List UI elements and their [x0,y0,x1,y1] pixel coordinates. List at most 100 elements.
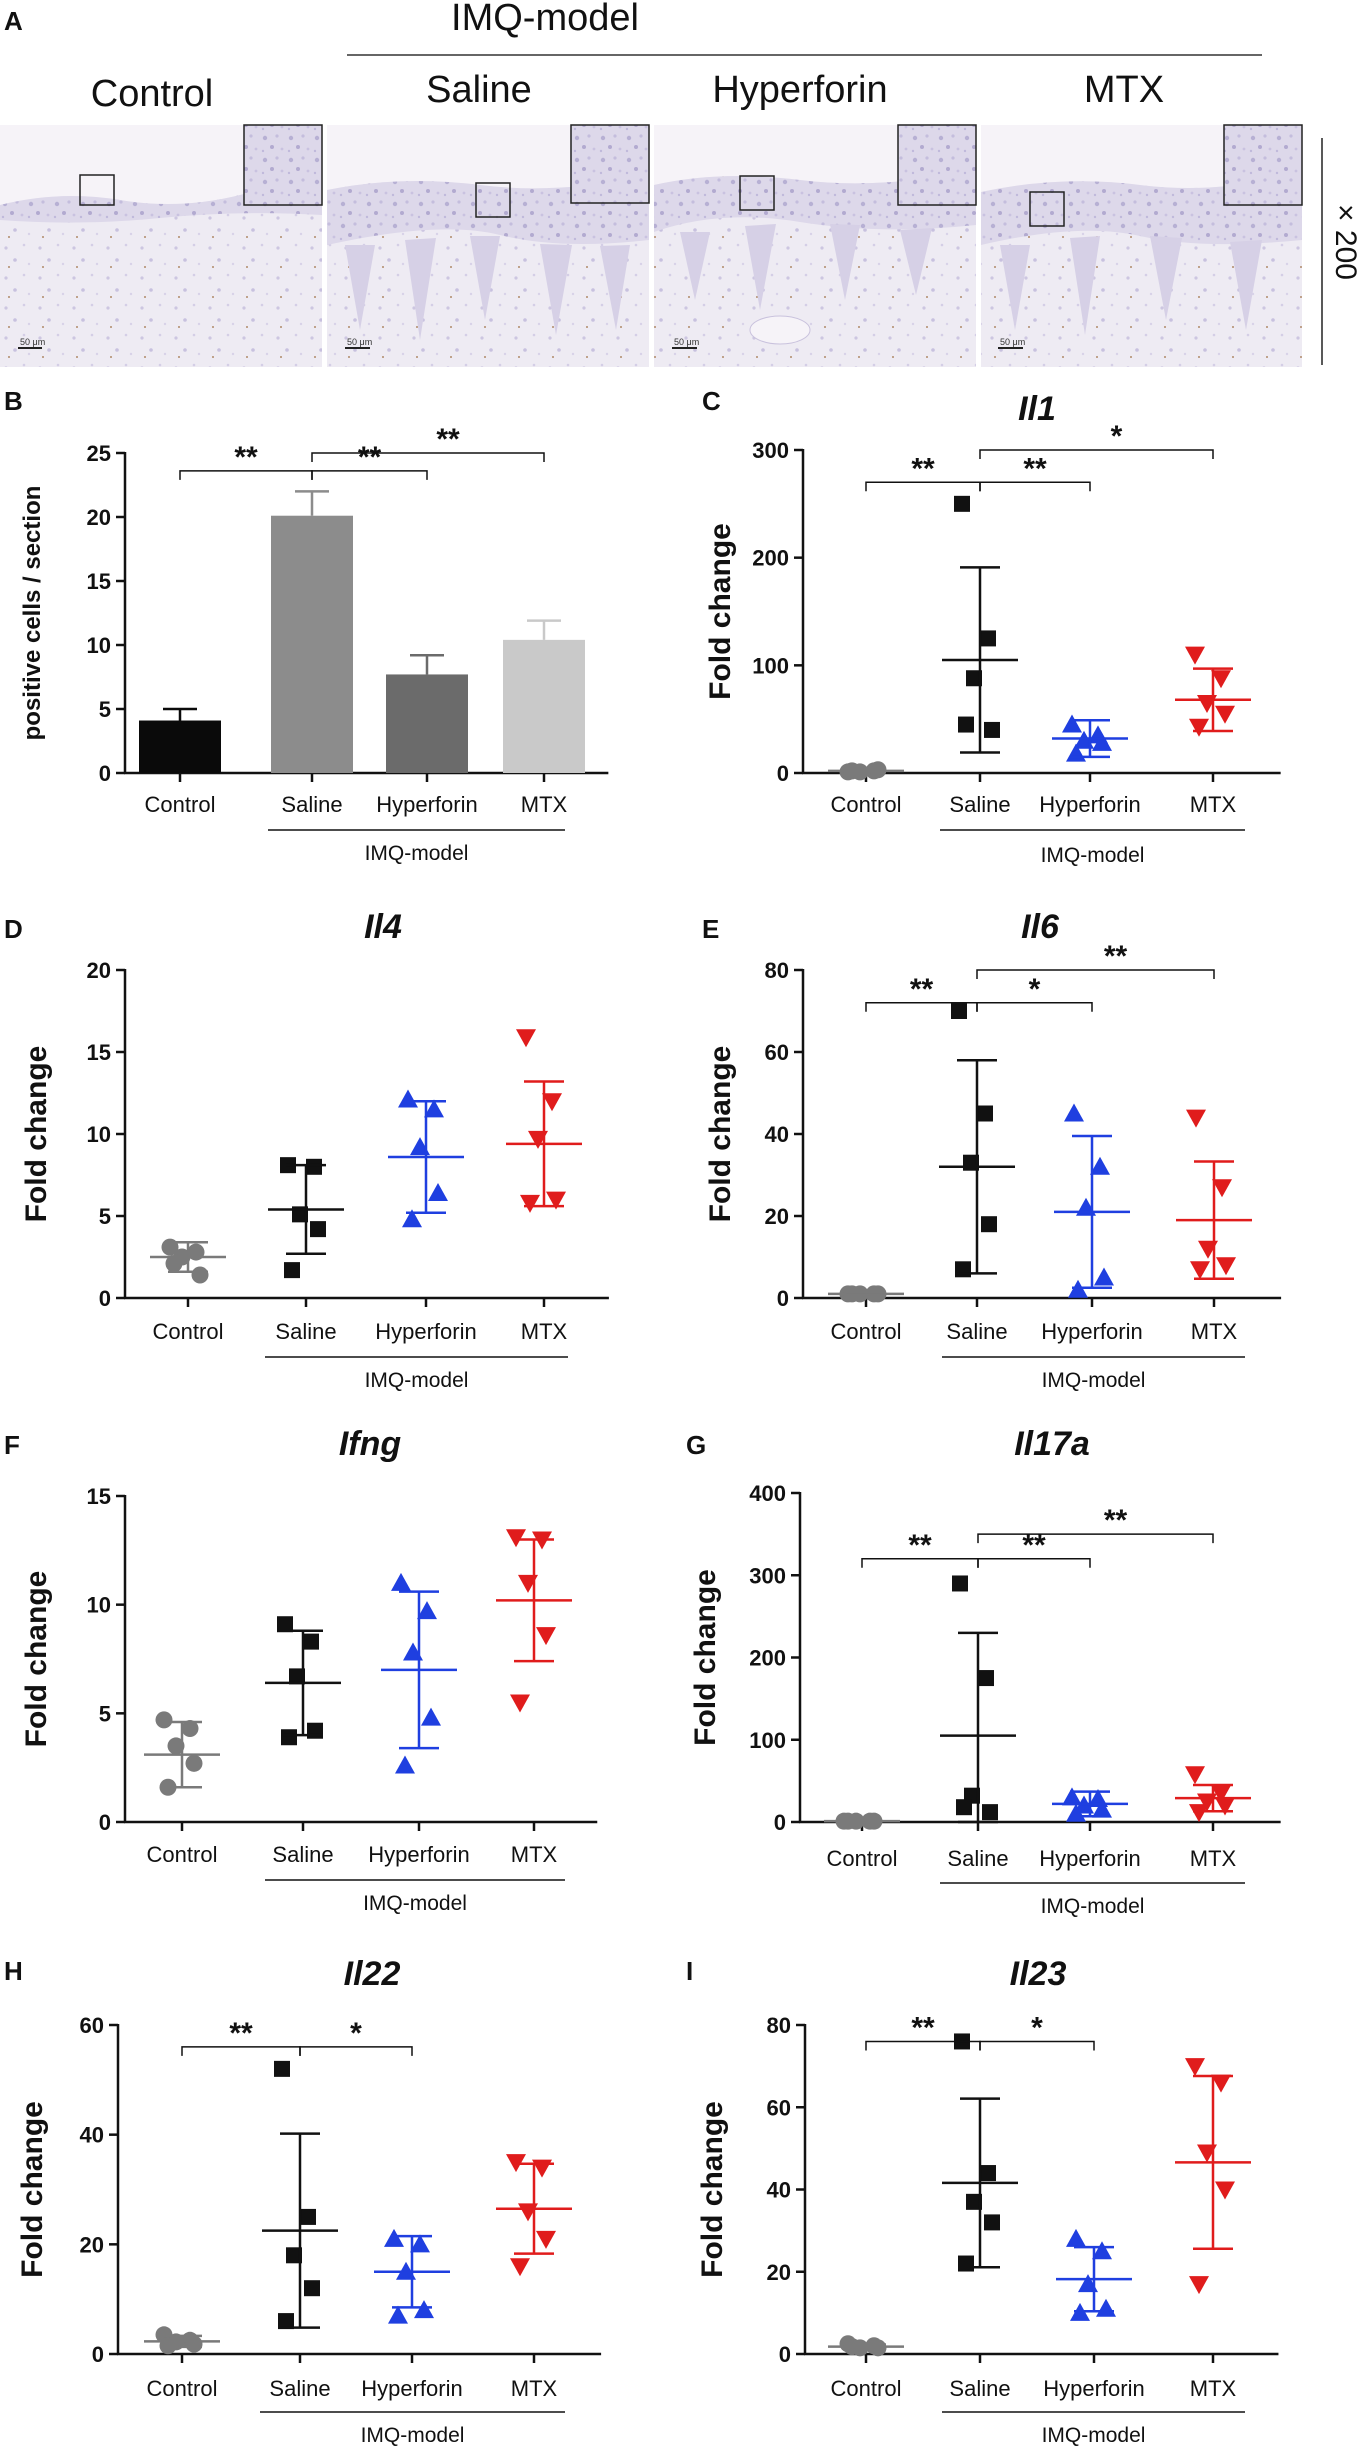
x-tick-label: MTX [521,792,568,817]
data-point [1215,1797,1235,1816]
series-saline [265,1616,341,1746]
series-saline [939,1003,1015,1278]
data-point [181,1720,199,1738]
data-point [1215,2181,1235,2200]
series-control [150,1238,226,1284]
data-point [952,1575,968,1592]
series-control [824,1812,900,1830]
significance-marker: * [350,2017,362,2050]
chart-title: Il6 [1021,908,1060,946]
y-tick-label: 200 [752,546,789,571]
group-label: IMQ-model [365,1369,469,1392]
data-point [1216,1257,1236,1276]
data-point [542,1093,562,1112]
data-point [977,1105,993,1122]
x-tick-label: Hyperforin [1039,792,1140,817]
y-tick-label: 15 [87,569,111,594]
y-tick-label: 300 [752,438,789,463]
data-point [958,2255,974,2272]
bar-hyperforin [386,674,468,773]
micrograph-hyperforin: 50 μm [654,124,977,367]
x-tick-label: Hyperforin [1041,1319,1142,1344]
data-point [1189,718,1209,737]
data-point [980,630,996,647]
y-tick-label: 100 [752,653,789,678]
data-point [414,2300,434,2319]
y-tick-label: 0 [777,1286,789,1311]
chart-title: Il4 [364,908,402,946]
y-tick-label: 60 [765,1040,789,1065]
x-tick-label: MTX [511,1842,558,1867]
significance-marker: * [1029,973,1041,1006]
panel-g: G Il17a 0 100 200 300 400 Fold change Control Sal… [686,1425,1281,1918]
y-axis-label: Fold change [20,1046,53,1223]
x-tick-label: MTX [1190,1846,1237,1871]
data-point [966,2193,982,2210]
data-point [1211,1785,1231,1804]
group-label: IMQ-model [365,842,469,865]
y-axis-label: Fold change [704,1046,737,1223]
y-tick-label: 40 [767,2178,791,2203]
scale-bar-label: 50 μm [1000,337,1025,347]
x-tick-label: MTX [1190,792,1237,817]
y-tick-label: 300 [749,1563,786,1588]
y-axis-label: Fold change [689,1569,722,1746]
x-tick-label: Control [145,792,216,817]
x-tick-label: Saline [272,1842,333,1867]
series-mtx [506,1029,582,1213]
y-tick-label: 0 [99,1810,111,1835]
data-point [388,2305,408,2324]
y-tick-label: 80 [767,2013,791,2038]
significance-bracket [979,2040,1095,2051]
significance-marker: ** [1023,452,1047,485]
data-point [402,1209,422,1228]
data-point [1066,2228,1086,2247]
y-tick-label: 20 [765,1204,789,1229]
significance-marker: ** [358,441,382,474]
micrograph-saline: 50 μm [327,124,650,367]
x-tick-label: MTX [511,2376,558,2401]
data-point [307,1722,323,1739]
data-point [391,1572,411,1591]
x-tick-label: Control [831,1319,902,1344]
significance-marker: ** [908,1529,932,1562]
data-point [516,1029,536,1048]
micrograph-mtx: 50 μm [981,124,1303,367]
y-tick-label: 0 [99,761,111,786]
col-header-saline: Saline [426,69,532,111]
y-tick-label: 60 [80,2013,104,2038]
data-point [1185,1766,1205,1785]
series-saline [940,1575,1016,1824]
scale-bar-label: 50 μm [674,337,699,347]
data-point [1189,1804,1209,1823]
data-point [278,2313,294,2330]
data-point [982,1804,998,1821]
y-tick-label: 100 [749,1728,786,1753]
data-point [1212,1179,1232,1198]
y-tick-label: 15 [87,1040,111,1065]
significance-marker: ** [234,441,258,474]
x-tick-label: Hyperforin [1039,1846,1140,1871]
series-mtx [1175,646,1251,737]
panel-label: H [4,1956,23,1986]
panel-h: H Il22 0 20 40 60 Fold change Control Saline Hype… [4,1955,602,2447]
y-tick-label: 10 [87,633,111,658]
series-control [828,761,904,781]
y-tick-label: 0 [777,761,789,786]
data-point [155,1711,173,1729]
series-hyperforin [1052,1787,1128,1822]
significance-bracket [979,481,1091,492]
y-axis-label: Fold change [16,2101,49,2278]
x-tick-label: Hyperforin [1043,2376,1144,2401]
panel-label: G [686,1430,706,1460]
bar-mtx [503,639,585,773]
y-tick-label: 60 [767,2095,791,2120]
y-tick-label: 20 [767,2260,791,2285]
data-point [1215,705,1235,724]
y-tick-label: 80 [765,958,789,983]
data-point [1092,2241,1112,2260]
series-hyperforin [1052,714,1128,762]
data-point [421,1707,441,1726]
x-tick-label: MTX [1191,1319,1238,1344]
